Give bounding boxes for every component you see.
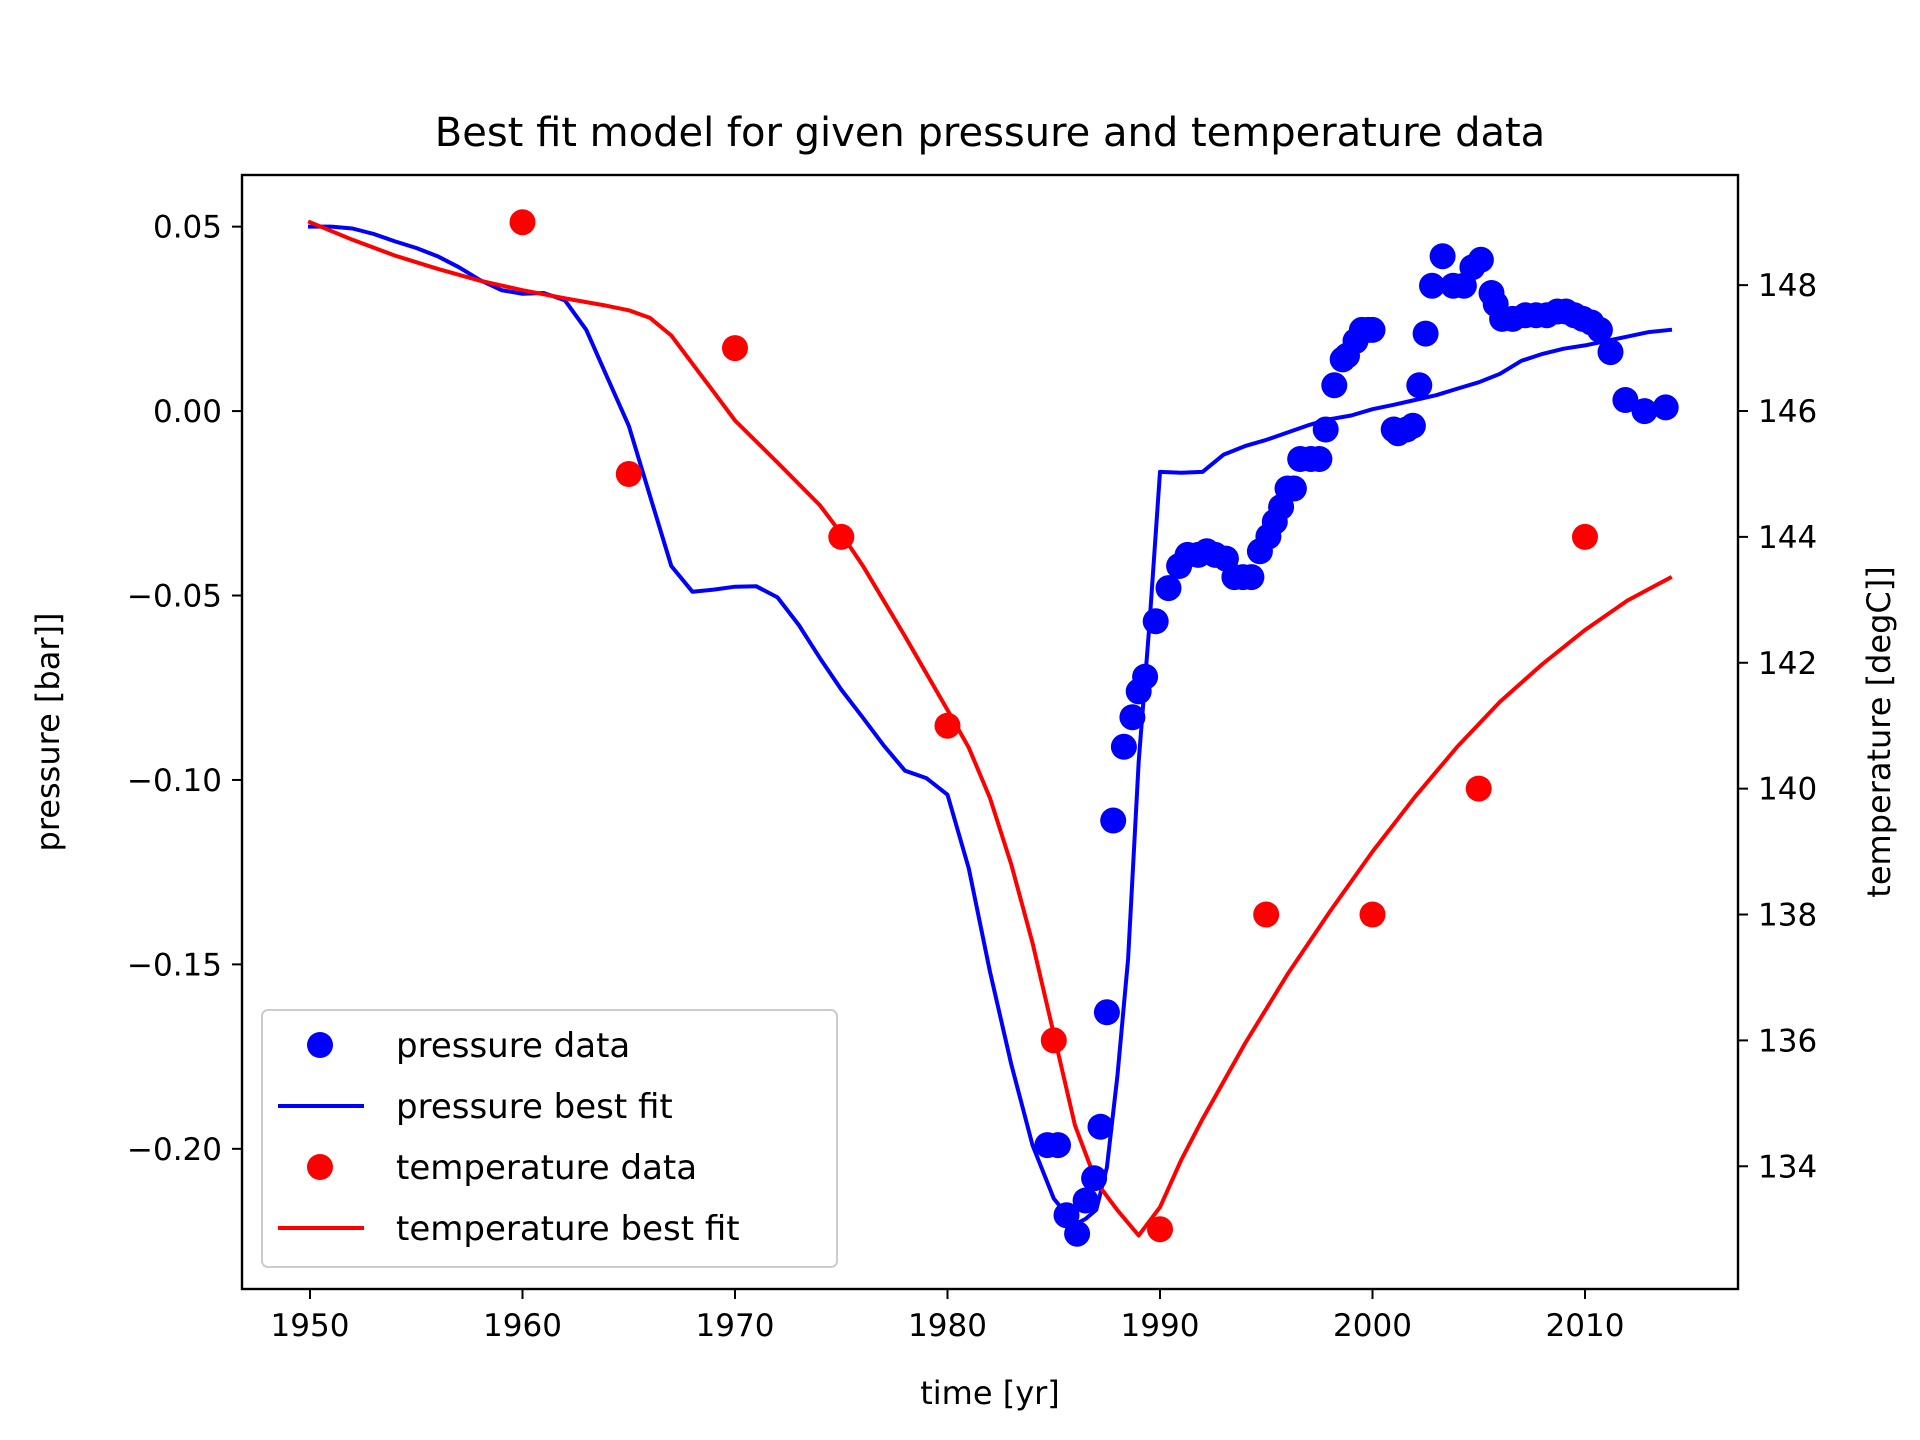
legend: pressure data pressure best fit temperat… [261,1009,838,1268]
y-axis-label: pressure [bar]] [29,613,67,852]
y-tick-label: −0.20 [127,1132,222,1168]
pressure-data-point [1072,1187,1099,1214]
pressure-data-point [1100,807,1127,834]
x-axis: 1950 1960 1970 1980 1990 2000 2010 [271,1289,1625,1344]
right-y-axis: 134 136 138 140 142 144 146 148 [1738,268,1817,1185]
pressure-data-point [1467,246,1494,273]
temperature-best-fit-line [307,219,1673,1238]
x-axis-label: time [yr] [920,1374,1060,1412]
temperature-data-point [722,335,748,362]
x-tick-label: 2000 [1333,1308,1412,1344]
pressure-data-point [1238,564,1265,591]
y2-tick-label: 148 [1758,268,1817,304]
pressure-data-point [1081,1165,1108,1192]
legend-box [261,1009,838,1268]
temperature-data-point [509,209,536,236]
chart-title: Best fit model for given pressure and te… [435,110,1545,156]
pressure-data-point [1631,398,1658,425]
plot-frame [240,173,1740,1291]
legend-label-pressure-data: pressure data [396,1026,630,1066]
y2-tick-label: 134 [1758,1149,1817,1185]
left-y-axis: 0.05 0.00 −0.05 −0.10 −0.15 −0.20 [127,210,242,1168]
y-tick-label: 0.05 [153,210,222,246]
y2-tick-label: 140 [1758,772,1817,808]
y2-tick-label: 146 [1758,394,1817,430]
pressure-data-point [1429,243,1456,270]
legend-marker-pressure-data [307,1032,333,1058]
pressure-data-point [1412,320,1439,347]
y-tick-label: −0.15 [127,947,222,983]
temperature-data-point [1465,775,1492,802]
pressure-data-point [1093,999,1120,1026]
pressure-data-point [1132,663,1159,690]
x-tick-label: 1990 [1121,1308,1200,1344]
pressure-data-point [1142,608,1169,635]
temperature-data-point [1040,1027,1067,1054]
pressure-data-point [1419,272,1445,299]
x-tick-label: 1960 [483,1308,562,1344]
pressure-data-point [1119,704,1146,731]
y2-tick-label: 144 [1758,520,1817,556]
temperature-data-point [828,523,855,550]
y-tick-label: −0.10 [127,763,222,799]
legend-marker-temperature-data [307,1154,333,1180]
pressure-data-point [1652,394,1679,421]
y2-tick-label: 142 [1758,646,1817,682]
legend-label-temperature-best-fit: temperature best fit [396,1209,740,1249]
pressure-data-point [1359,316,1386,343]
temperature-data-point [1253,901,1280,928]
x-tick-label: 1970 [696,1308,775,1344]
pressure-data-point [1597,339,1624,366]
pressure-data-point [1406,372,1433,399]
pressure-data-point [1306,446,1333,472]
pressure-data-point [1064,1220,1091,1247]
pressure-data-point [1110,733,1137,760]
plot-area [307,209,1679,1247]
y2-tick-label: 138 [1758,898,1817,934]
temperature-data-point [1572,523,1598,550]
pressure-data-point [1280,475,1307,502]
y-tick-label: −0.05 [127,579,222,615]
temperature-data-point [615,461,642,487]
pressure-data-point [1312,416,1339,443]
y-tick-label: 0.00 [153,394,222,430]
temperature-data-point [934,712,961,739]
y2-axis-label: temperature [degC]] [1860,566,1898,897]
pressure-data-point [1087,1113,1114,1140]
legend-label-temperature-data: temperature data [396,1148,697,1188]
temperature-data-point [1147,1216,1173,1243]
pressure-data-point [1045,1132,1071,1159]
x-tick-label: 2010 [1546,1308,1625,1344]
pressure-data-point [1612,387,1639,413]
pressure-data-point [1399,412,1426,439]
temperature-data-point [1359,901,1386,928]
series-layer [307,209,1679,1247]
x-tick-label: 1950 [271,1308,350,1344]
legend-label-pressure-best-fit: pressure best fit [396,1087,673,1127]
pressure-data-point [1321,372,1348,399]
pressure-data-point [1586,316,1613,343]
x-tick-label: 1980 [908,1308,987,1344]
pressure-data-point [1155,575,1182,602]
y2-tick-label: 136 [1758,1023,1817,1059]
